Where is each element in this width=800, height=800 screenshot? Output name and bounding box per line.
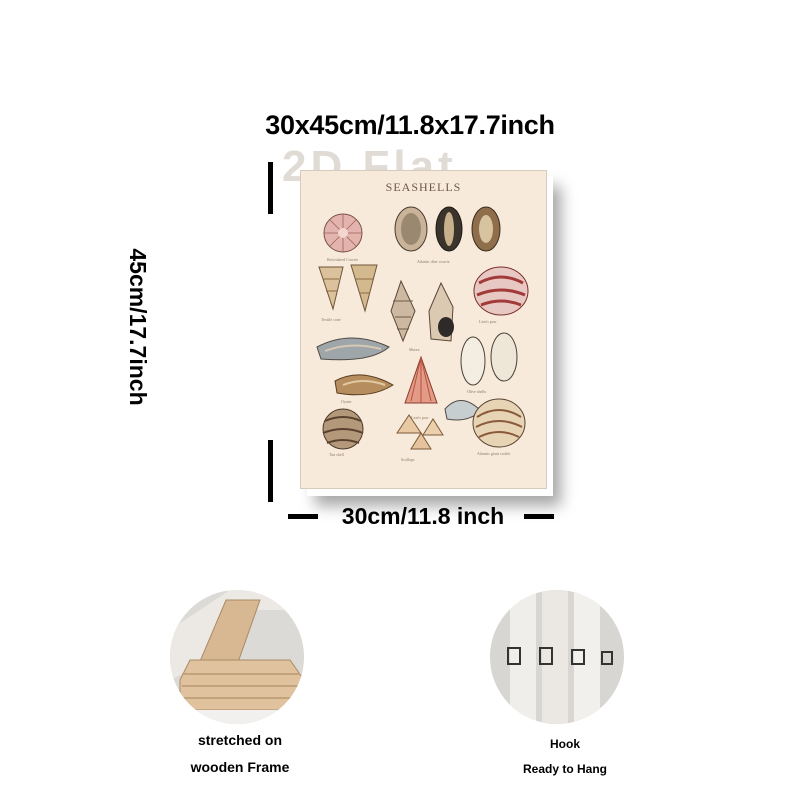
dimension-left-label: 45cm/17.7inch — [125, 248, 151, 406]
wooden-frame-detail-photo — [170, 590, 304, 724]
svg-text:Murex: Murex — [409, 347, 420, 352]
svg-text:Olive shells: Olive shells — [467, 389, 486, 394]
striped-cockle-shell-icon — [444, 398, 526, 448]
dimension-bottom-bar-left — [288, 514, 318, 519]
svg-text:Lion's paw: Lion's paw — [411, 415, 429, 420]
svg-text:Textile cone: Textile cone — [321, 317, 341, 322]
svg-text:Scallops: Scallops — [401, 457, 415, 462]
hook-detail-photo — [490, 590, 624, 724]
pink-fan-shell-icon — [404, 355, 438, 404]
red-scallop-shell-icon — [473, 266, 529, 316]
svg-text:Reticulated Cowrie: Reticulated Cowrie — [327, 257, 358, 262]
white-olive-shells-icon — [460, 332, 518, 386]
dimension-bottom-label: 30cm/11.8 inch — [341, 503, 505, 529]
svg-text:Oyster: Oyster — [341, 399, 352, 404]
wooden-frame-corner-icon — [170, 590, 304, 724]
hook-icon — [490, 590, 624, 724]
frame-caption-line1: stretched on — [197, 732, 282, 748]
dimension-left-bar-bottom — [268, 440, 273, 502]
pink-sunburst-shell-icon — [323, 213, 363, 253]
cone-shells-icon — [318, 264, 378, 313]
dimension-top-label: 30x45cm/11.8x17.7inch — [265, 110, 555, 140]
dimension-left-bar-top — [268, 162, 273, 214]
svg-text:Tun shell: Tun shell — [329, 452, 345, 457]
spiral-shells-icon — [390, 279, 454, 343]
hook-caption-line1: Hook — [550, 737, 580, 751]
frame-caption-line2: wooden Frame — [190, 759, 290, 775]
brown-clam-shell-icon — [334, 374, 394, 396]
oyster-shell-icon — [316, 337, 390, 361]
tun-shell-icon — [322, 408, 364, 450]
svg-text:Atlantic giant cockle: Atlantic giant cockle — [477, 451, 511, 456]
small-scallops-icon — [396, 414, 444, 450]
hook-caption-line2: Ready to Hang — [522, 762, 607, 776]
svg-text:Atlantic deer cowrie: Atlantic deer cowrie — [417, 259, 450, 264]
svg-text:Lion's paw: Lion's paw — [479, 319, 497, 324]
dimension-bottom-bar-right — [524, 514, 554, 519]
cowrie-shells-icon — [394, 206, 501, 252]
seashell-illustrations: Reticulated Cowrie Atlantic deer cowrie … — [316, 206, 529, 462]
poster-title: SEASHELLS — [385, 180, 462, 194]
seashells-poster: SEASHELLS — [300, 170, 547, 489]
